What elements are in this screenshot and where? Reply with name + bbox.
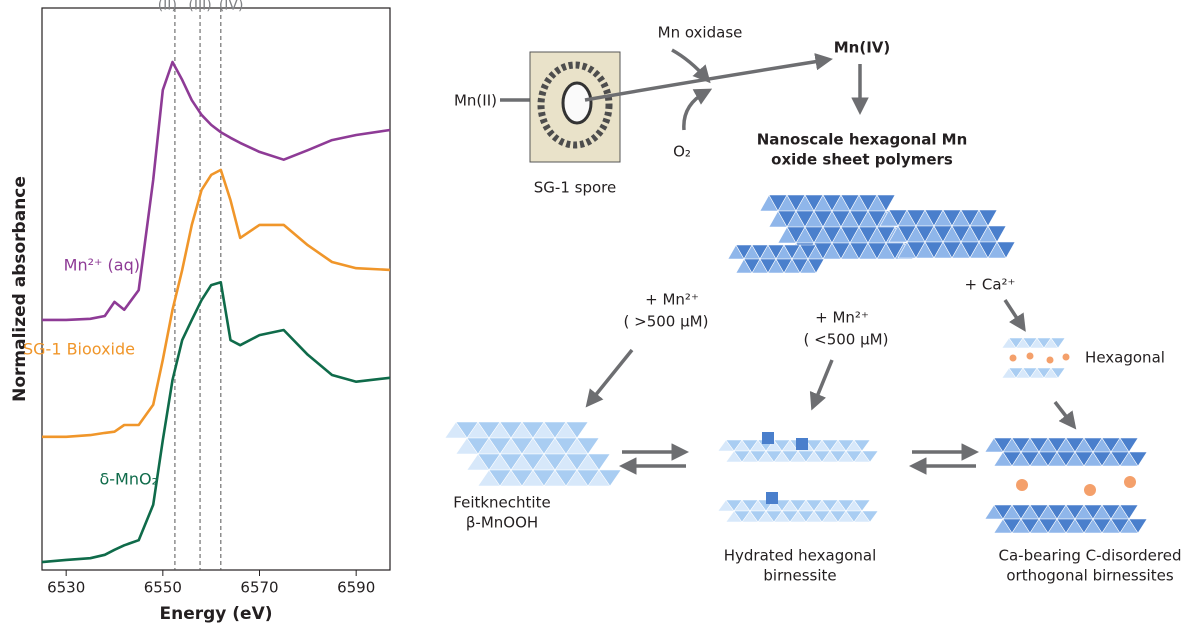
- plot-frame: [42, 8, 390, 570]
- octahedron: [762, 432, 774, 444]
- series-label: SG-1 Biooxide: [23, 340, 135, 359]
- octahedron: [766, 492, 778, 504]
- x-axis-label: Energy (eV): [159, 604, 272, 624]
- x-tick-label: 6590: [337, 579, 375, 597]
- label: ( >500 μM): [624, 313, 709, 331]
- x-tick-label: 6550: [144, 579, 182, 597]
- y-axis-label: Normalized absorbance: [10, 176, 30, 402]
- label: Mn oxidase: [658, 24, 743, 42]
- octahedron: [796, 438, 808, 450]
- label: + Ca²⁺: [965, 276, 1016, 294]
- label: SG-1 spore: [534, 179, 616, 197]
- x-tick-label: 6530: [47, 579, 85, 597]
- ca-ion: [1063, 354, 1070, 361]
- label: ( <500 μM): [804, 331, 889, 349]
- reference-label: (II): [158, 0, 177, 14]
- label: + Mn²⁺: [815, 309, 869, 327]
- reference-label: (III): [188, 0, 211, 14]
- label: Feitknechtite: [453, 494, 550, 512]
- figure: Energy (eV) Normalized absorbance 6530 65…: [0, 0, 1203, 633]
- spectra-chart: Energy (eV) Normalized absorbance 6530 65…: [10, 0, 390, 624]
- ca-ion: [1010, 355, 1017, 362]
- label: β-MnOOH: [466, 514, 538, 532]
- spore-core: [563, 83, 591, 123]
- arrow: [590, 350, 632, 402]
- series-label: Mn²⁺ (aq): [64, 256, 140, 275]
- label: Hexagonal: [1085, 349, 1165, 367]
- arrow: [814, 360, 832, 404]
- label: Nanoscale hexagonal Mn: [757, 131, 968, 149]
- ca-ion: [1084, 484, 1096, 496]
- series-label: δ-MnO₂: [99, 470, 158, 489]
- label: oxide sheet polymers: [771, 151, 953, 169]
- ca-ion: [1016, 479, 1028, 491]
- x-tick-label: 6570: [240, 579, 278, 597]
- arrow: [684, 92, 706, 130]
- label: O₂: [673, 143, 691, 161]
- series-line: [42, 170, 390, 437]
- label: birnessite: [763, 567, 836, 585]
- ca-ion: [1047, 357, 1054, 364]
- arrow: [1055, 402, 1072, 424]
- ca-ion: [1027, 353, 1034, 360]
- series-line: [42, 282, 390, 562]
- label: Mn(IV): [834, 39, 891, 57]
- arrow: [1005, 300, 1022, 326]
- label: Ca-bearing C-disordered: [999, 547, 1182, 565]
- label: Hydrated hexagonal: [724, 547, 877, 565]
- ca-ion: [1124, 476, 1136, 488]
- series-line: [42, 62, 390, 320]
- label: Mn(II): [454, 92, 497, 110]
- label: + Mn²⁺: [645, 291, 699, 309]
- diagram: Mn(II) SG-1 spore Mn oxidase O₂ Mn(IV) N…: [445, 24, 1181, 585]
- reference-label: (IV): [219, 0, 244, 14]
- arrow: [672, 50, 706, 78]
- label: orthogonal birnessites: [1006, 567, 1173, 585]
